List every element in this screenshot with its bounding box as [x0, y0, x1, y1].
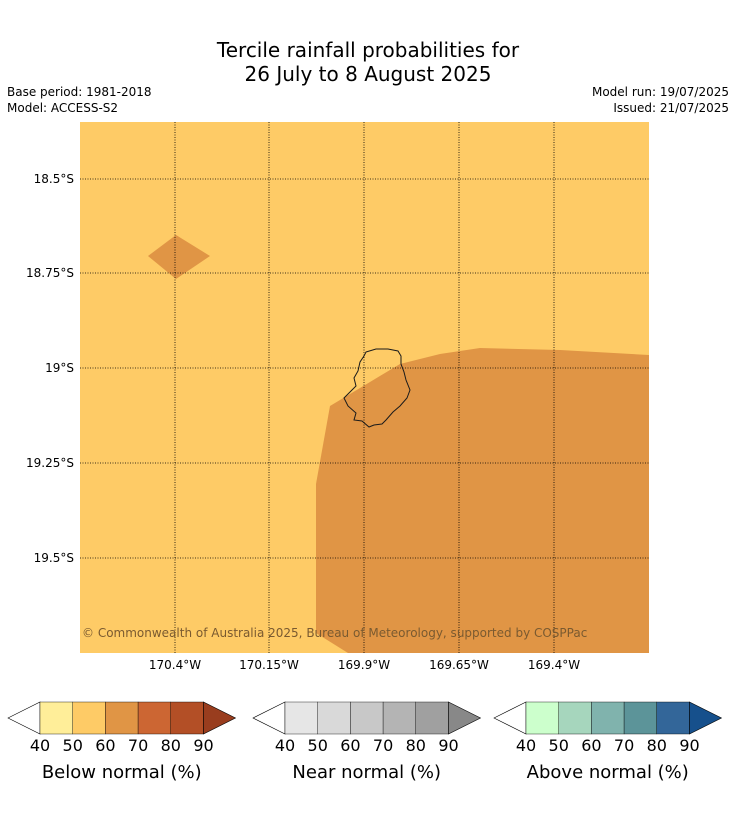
colorbar-tick-label: 40 — [516, 736, 536, 755]
colorbar-swatch — [415, 701, 449, 735]
colorbar-swatch — [382, 701, 417, 735]
colorbar-tick-label: 70 — [373, 736, 393, 755]
longitude-labels: 170.4°W 170.15°W 169.9°W 169.65°W 169.4°W — [149, 658, 580, 672]
colorbar-swatch — [525, 701, 559, 735]
title-line-1: Tercile rainfall probabilities for — [216, 38, 520, 62]
colorbar-extend-low — [493, 701, 527, 735]
latitude-label: 19.25°S — [26, 456, 74, 470]
probability-region-large — [316, 348, 649, 653]
colorbar-2: 40 50 60 70 80 90 Near normal (%) — [252, 701, 482, 783]
longitude-label: 169.9°W — [338, 658, 390, 672]
latitude-label: 19°S — [45, 361, 74, 375]
colorbar-tick-label: 90 — [438, 736, 458, 755]
colorbar-swatch — [623, 701, 657, 735]
island-coastline — [343, 348, 411, 428]
model-label: Model: ACCESS-S2 — [7, 101, 119, 115]
copyright-text: © Commonwealth of Australia 2025, Bureau… — [82, 626, 587, 640]
base-period-label: Base period: 1981-2018 — [7, 85, 152, 99]
colorbar-tick-label: 50 — [549, 736, 569, 755]
title-line-2: 26 July to 8 August 2025 — [244, 62, 492, 86]
colorbar-extend-high — [689, 701, 723, 735]
colorbar-tick-label: 40 — [275, 736, 295, 755]
colorbar-tick-label: 60 — [95, 736, 115, 755]
longitude-label: 169.65°W — [429, 658, 489, 672]
longitude-label: 169.4°W — [528, 658, 580, 672]
colorbar-title: Near normal (%) — [292, 762, 441, 783]
colorbar-extend-high — [203, 701, 237, 735]
colorbar-swatch — [170, 701, 204, 735]
colorbar-tick-label: 70 — [128, 736, 148, 755]
colorbar-swatch — [105, 701, 139, 735]
colorbar-tick-label: 60 — [581, 736, 601, 755]
colorbar-tick-label: 80 — [647, 736, 667, 755]
run-info: Model run: 19/07/2025 Issued: 21/07/2025 — [592, 84, 729, 116]
colorbar-extend-low — [252, 701, 286, 735]
colorbar-swatch — [72, 701, 106, 735]
colorbar-swatch — [350, 701, 384, 735]
colorbar-swatch — [656, 701, 690, 735]
latitude-label: 19.5°S — [34, 551, 74, 565]
model-info: Base period: 1981-2018 Model: ACCESS-S2 — [7, 84, 152, 116]
colorbar-tick-label: 50 — [308, 736, 328, 755]
longitude-label: 170.15°W — [239, 658, 299, 672]
graticule — [80, 122, 649, 653]
colorbar-tick-label: 80 — [406, 736, 426, 755]
latitude-label: 18.5°S — [34, 172, 74, 186]
longitude-label: 170.4°W — [149, 658, 201, 672]
colorbar-extend-high — [448, 701, 482, 735]
colorbar-tick-label: 90 — [679, 736, 699, 755]
colorbar-tick-label: 70 — [614, 736, 634, 755]
latitude-label: 18.75°S — [26, 266, 74, 280]
issued-label: Issued: 21/07/2025 — [613, 101, 729, 115]
colorbar-extend-low — [7, 701, 41, 735]
latitude-labels: 18.5°S 18.75°S 19°S 19.25°S 19.5°S — [26, 172, 74, 565]
chart-title: Tercile rainfall probabilities for 26 Ju… — [0, 38, 736, 86]
probability-region-small — [148, 235, 210, 279]
colorbar-swatch — [558, 701, 592, 735]
colorbar-tick-label: 60 — [340, 736, 360, 755]
colorbar-swatch — [284, 701, 318, 735]
colorbar-tick-label: 40 — [30, 736, 50, 755]
colorbar-tick-label: 50 — [63, 736, 83, 755]
colorbar-tick-label: 80 — [161, 736, 181, 755]
colorbar-swatch — [137, 701, 172, 735]
colorbar-title: Above normal (%) — [527, 762, 689, 783]
colorbar-swatch — [39, 701, 73, 735]
colorbar-legends: 40 50 60 70 80 90 Below normal (%) 40 50 60 70 80 90… — [7, 701, 723, 783]
colorbar-swatch — [591, 701, 625, 735]
colorbar-tick-label: 90 — [193, 736, 213, 755]
model-run-label: Model run: 19/07/2025 — [591, 85, 729, 99]
colorbar-swatch — [317, 701, 351, 735]
colorbar-title: Below normal (%) — [42, 762, 202, 783]
colorbar-3: 40 50 60 70 80 90 Above normal (%) — [493, 701, 723, 783]
colorbar-1: 40 50 60 70 80 90 Below normal (%) — [7, 701, 237, 783]
